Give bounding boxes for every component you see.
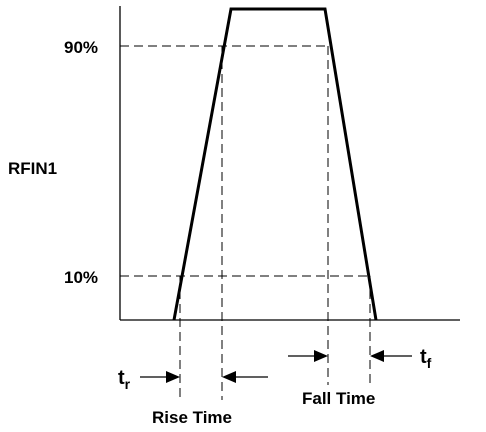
fall-time-label: Fall Time <box>302 389 375 408</box>
fall-symbol-sub: f <box>427 355 432 371</box>
level-90-label: 90% <box>64 38 98 57</box>
rise-symbol-sub: r <box>125 376 131 392</box>
fall-left-arrowhead <box>314 350 328 362</box>
rise-symbol-main: t <box>118 367 125 389</box>
level-10-label: 10% <box>64 268 98 287</box>
fall-right-arrowhead <box>370 350 384 362</box>
fall-symbol: tf <box>420 346 432 371</box>
rise-time-label: Rise Time <box>152 408 232 427</box>
rise-left-arrowhead <box>166 371 180 383</box>
rise-symbol: tr <box>118 367 131 392</box>
y-axis-label: RFIN1 <box>8 159 57 178</box>
rise-right-arrowhead <box>222 371 236 383</box>
fall-symbol-main: t <box>420 346 427 368</box>
pulse-waveform <box>172 7 378 321</box>
